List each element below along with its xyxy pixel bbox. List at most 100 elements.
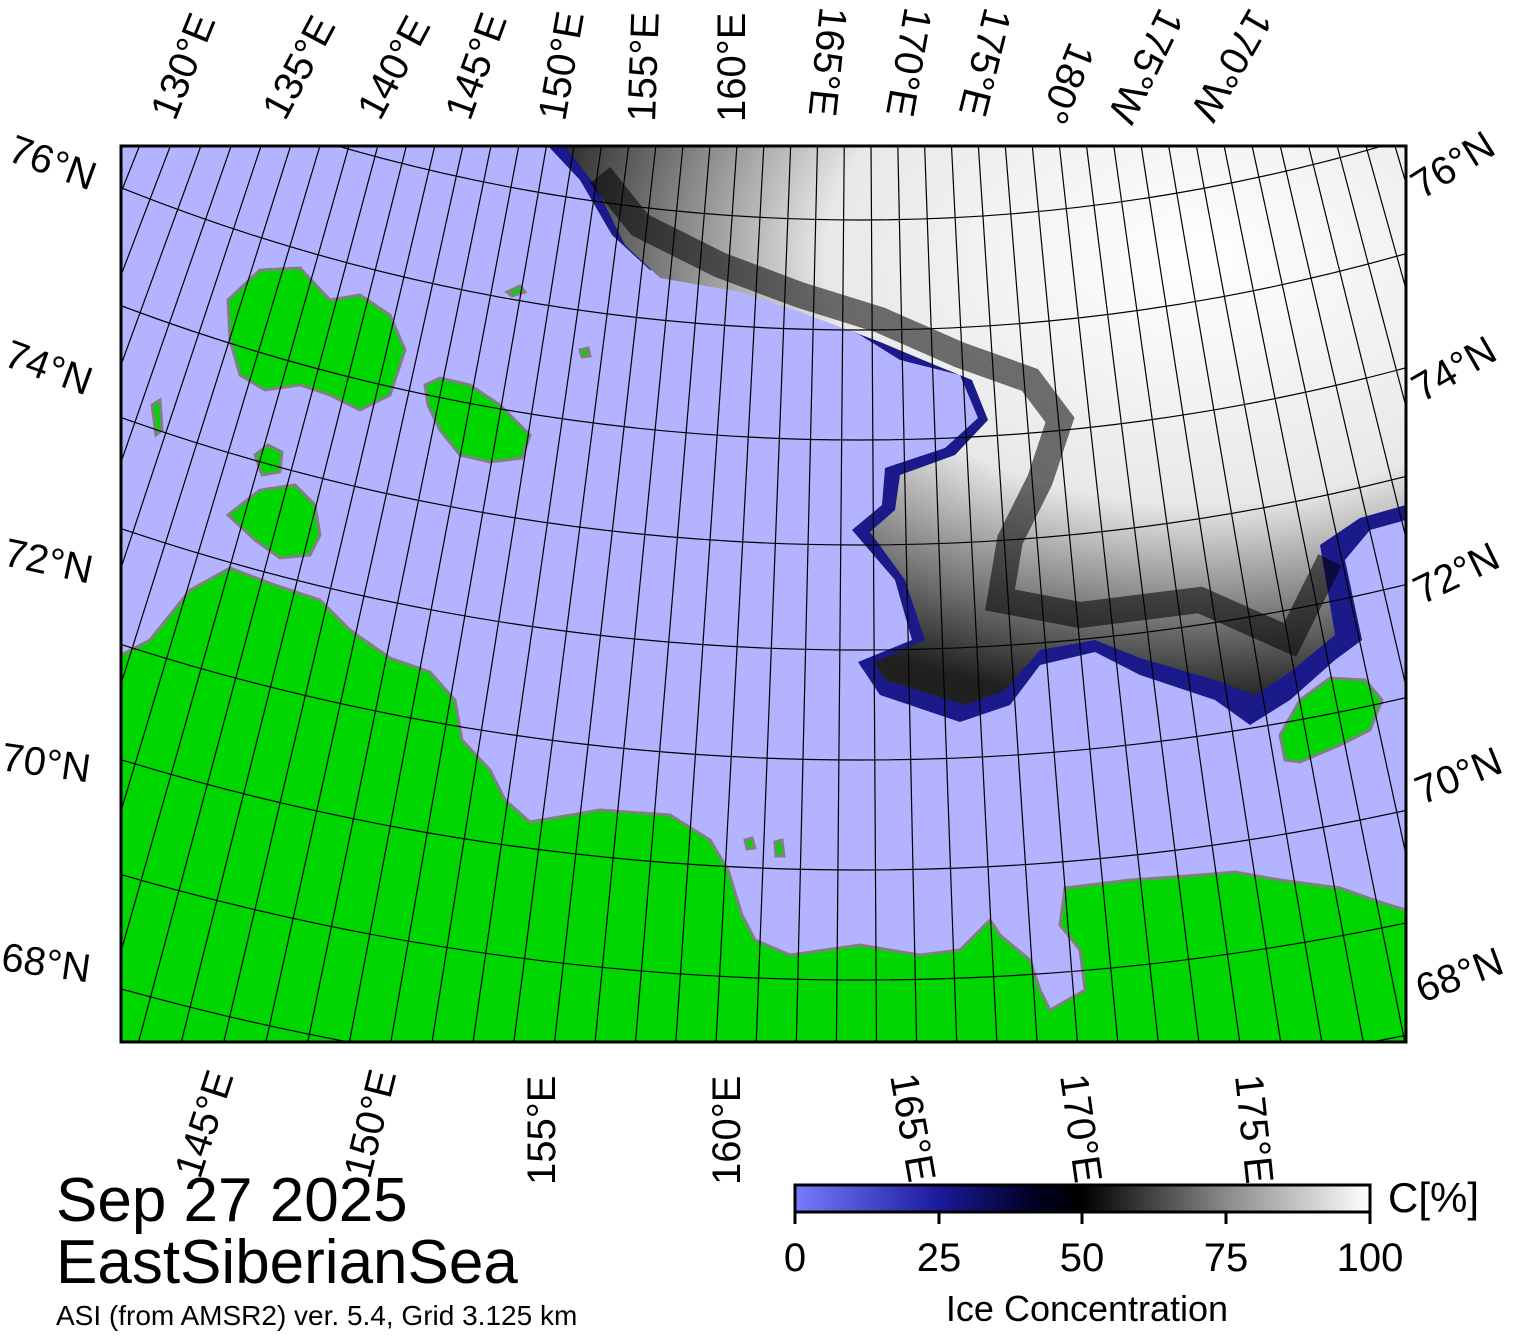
meridian-line — [870, 146, 878, 1042]
lon-label-top: 150°E — [531, 8, 593, 123]
meridian-line — [1113, 146, 1241, 1042]
colorbar-tick: 75 — [1203, 1236, 1249, 1280]
lat-label-right: 70°N — [1409, 739, 1508, 813]
lon-label-top: 175°W — [1099, 2, 1191, 130]
lon-label-top: 135°E — [254, 9, 344, 126]
small-islet-2 — [150, 397, 164, 438]
meridian-line — [223, 146, 436, 1042]
lon-label-top: 180° — [1031, 37, 1103, 130]
lat-label-right: 68°N — [1410, 940, 1509, 1012]
lat-label-left: 70°N — [0, 735, 93, 791]
lon-label-bottom: 165°E — [881, 1070, 943, 1185]
meridian-line — [1085, 146, 1200, 1042]
meridian-line — [431, 146, 575, 1042]
meridian-line — [1140, 146, 1282, 1042]
meridian-line — [1307, 146, 1406, 541]
lat-label-right: 74°N — [1405, 328, 1504, 411]
graticule — [121, 14, 1527, 1052]
colorbar-tick: 100 — [1336, 1236, 1404, 1280]
map-date: Sep 27 2025 — [56, 1166, 408, 1235]
meridian-line — [1336, 146, 1406, 409]
bear-islands-1 — [743, 836, 757, 851]
right-lat-labels: 76°N 74°N 72°N 70°N 68°N — [1403, 123, 1509, 1012]
bennett-island — [504, 284, 528, 298]
lon-label-top: 160°E — [710, 13, 754, 122]
lon-label-top: 130°E — [143, 7, 225, 125]
lon-label-bottom: 150°E — [336, 1065, 405, 1182]
lon-label-top: 175°E — [950, 4, 1019, 121]
meridian-line — [307, 146, 492, 1042]
colorbar-unit: C[%] — [1388, 1174, 1480, 1221]
meridian-line — [1031, 146, 1119, 1042]
meridian-line — [180, 146, 407, 1042]
meridian-line — [1223, 146, 1406, 1042]
meridian-line — [675, 146, 738, 1042]
meridian-line — [348, 146, 520, 1042]
lon-label-bottom: 170°E — [1051, 1071, 1110, 1185]
colorbar-gradient — [793, 1183, 1372, 1214]
data-source: ASI (from AMSR2) ver. 5.4, Grid 3.125 km — [56, 1300, 578, 1331]
colorbar — [793, 1183, 1372, 1224]
siberian-mainland — [121, 566, 1406, 1042]
lon-label-top: 155°E — [620, 11, 668, 122]
meridian-line — [835, 146, 845, 1042]
meridian-line — [1498, 23, 1527, 1052]
meridian-line — [1058, 146, 1159, 1042]
lon-label-top: 170°E — [877, 4, 939, 119]
meridian-line — [121, 146, 141, 194]
lon-label-bottom: 175°E — [1226, 1072, 1281, 1185]
colorbar-tick: 25 — [916, 1236, 962, 1280]
lon-label-top: 145°E — [437, 7, 516, 125]
meridian-line — [977, 146, 1038, 1042]
meridian-line — [715, 146, 765, 1042]
meridian-line — [897, 146, 918, 1042]
meridian-line — [1168, 146, 1323, 1042]
meridian-line — [553, 146, 657, 1042]
lon-label-top: 165°E — [800, 5, 855, 118]
colorbar-tick: 50 — [1059, 1236, 1105, 1280]
meridian-line — [795, 146, 819, 1042]
lat-label-right: 76°N — [1403, 123, 1502, 208]
meridian-line — [472, 146, 602, 1042]
lat-label-right: 72°N — [1407, 534, 1507, 613]
meridian-line — [121, 146, 350, 954]
meridian-line — [950, 146, 998, 1042]
parallel-line — [337, 146, 1383, 221]
map-frame — [119, 144, 1408, 1044]
meridian-line — [755, 146, 792, 1042]
lat-label-left: 74°N — [0, 332, 98, 404]
lat-label-left: 68°N — [0, 935, 93, 991]
meridian-line — [1365, 146, 1406, 292]
bolshoy-lyakhovsky-island — [225, 483, 322, 560]
lon-label-top: 140°E — [349, 9, 439, 126]
meridian-line — [121, 146, 262, 570]
meridian-line — [1195, 146, 1364, 1042]
sea-ice-dark-band — [589, 166, 1342, 657]
new-siberia-island — [423, 376, 532, 464]
lat-label-left: 76°N — [3, 127, 102, 199]
meridian-line — [924, 146, 958, 1042]
meridian-line — [121, 146, 321, 814]
meridian-line — [121, 146, 232, 464]
small-islet-1 — [578, 346, 592, 359]
meridian-line — [121, 146, 202, 367]
meridian-line — [265, 146, 464, 1042]
bear-islands-2 — [773, 838, 786, 858]
meridian-line — [390, 146, 548, 1042]
meridian-line — [1523, 14, 1527, 1037]
colorbar-tick: 0 — [783, 1236, 807, 1280]
meridian-line — [513, 146, 630, 1042]
parallel-line — [121, 186, 1406, 331]
land-areas — [121, 266, 1406, 1042]
lat-label-left: 72°N — [0, 531, 97, 593]
left-lat-labels: 76°N 74°N 72°N 70°N 68°N — [0, 127, 102, 991]
meridian-line — [1251, 146, 1406, 858]
meridian-line — [1004, 146, 1078, 1042]
lon-label-top: 170°W — [1182, 2, 1280, 129]
meridian-line — [137, 146, 379, 1042]
lon-label-bottom: 160°E — [705, 1076, 749, 1185]
meridian-line — [1279, 146, 1406, 689]
meridian-line — [634, 146, 711, 1042]
